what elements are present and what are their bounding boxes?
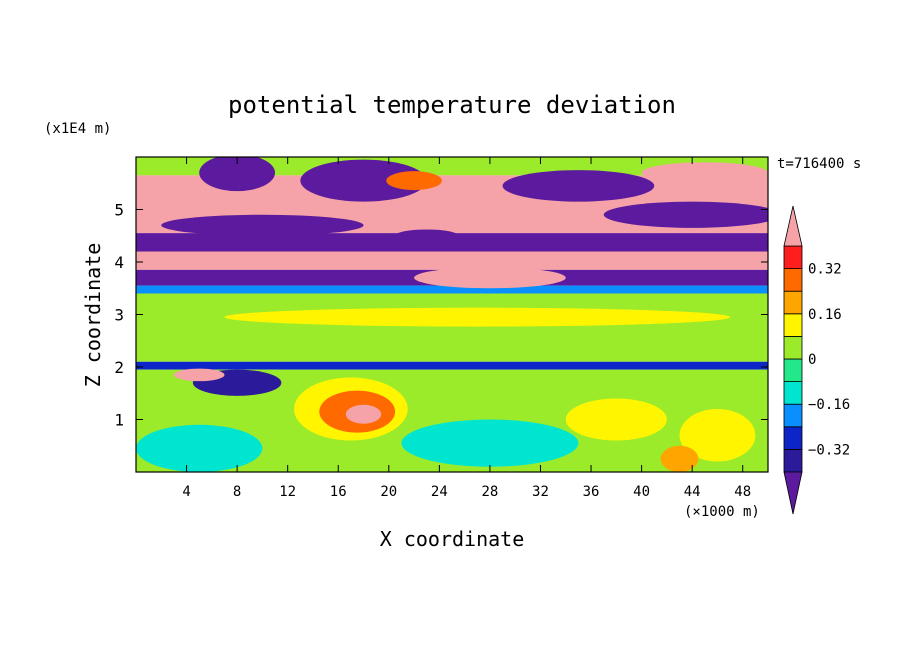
y-tick-label: 4 [114,253,124,272]
contour-blob-18 [660,445,699,472]
contour-blob-17 [679,409,756,462]
contour-blob-1 [300,159,427,202]
contour-band-3 [136,233,768,252]
x-tick-label: 12 [279,484,296,500]
colorbar-extend-low [783,471,803,515]
colorbar-label: −0.32 [808,442,850,458]
y-axis-label: Z coordinate [81,243,105,388]
colorbar-swatch [783,313,803,337]
contour-blob-14 [345,404,382,424]
contour-blob-19 [565,398,667,441]
colorbar-label: −0.16 [808,397,850,413]
y-tick-label: 5 [114,201,124,220]
contour-blob-6 [161,214,364,236]
contour-field [136,157,768,472]
y-axis-unit: (x1E4 m) [44,121,111,137]
x-tick-label: 40 [633,484,650,500]
x-tick-label: 24 [431,484,448,500]
x-axis-ticks: 4 8 12 16 20 24 28 32 36 40 44 48 [182,157,751,500]
y-tick-label: 2 [114,358,124,377]
contour-band-0 [136,157,768,176]
chart-title: potential temperature deviation [228,91,676,119]
colorbar: 0.32 0.16 0 −0.16 −0.32 [783,205,850,515]
contour-blob-0 [199,157,276,192]
x-tick-label: 48 [734,484,751,500]
x-tick-label: 16 [330,484,347,500]
colorbar-label: 0 [808,352,816,368]
x-tick-label: 28 [481,484,498,500]
colorbar-swatch [783,290,803,315]
colorbar-swatch [783,245,803,270]
colorbar-swatch [783,335,803,360]
contour-band-6 [136,285,768,294]
time-label: t=716400 s [777,156,861,172]
colorbar-swatch [783,268,803,292]
contour-blob-7 [395,229,459,243]
colorbar-label: 0.32 [808,262,842,278]
contour-blob-2 [386,171,442,191]
contour-band-7 [136,293,768,362]
x-tick-label: 8 [233,484,241,500]
contour-blob-3 [502,170,655,202]
y-tick-label: 1 [114,411,124,430]
contour-blob-5 [603,201,768,228]
colorbar-extend-high [783,205,803,247]
contour-band-4 [136,251,768,270]
contour-band-8 [136,361,768,370]
x-tick-label: 44 [684,484,701,500]
colorbar-swatch [783,426,803,450]
x-tick-label: 32 [532,484,549,500]
y-tick-label: 3 [114,306,124,325]
x-tick-label: 20 [380,484,397,500]
y-axis-ticks: 1 2 3 4 5 [114,201,768,430]
contour-blob-16 [401,419,579,467]
contour-blob-15 [136,424,263,472]
colorbar-swatch [783,448,803,473]
colorbar-swatch [783,358,803,383]
contour-blob-11 [173,368,225,382]
x-axis-label: X coordinate [380,527,525,551]
contour-blob-9 [224,307,731,327]
colorbar-swatch [783,381,803,405]
colorbar-label: 0.16 [808,307,842,323]
colorbar-swatch [783,403,803,428]
contour-blob-8 [414,267,566,289]
x-tick-label: 4 [182,484,190,500]
x-tick-label: 36 [583,484,600,500]
contour-blob-4 [641,162,768,184]
x-axis-unit: (×1000 m) [684,504,760,520]
